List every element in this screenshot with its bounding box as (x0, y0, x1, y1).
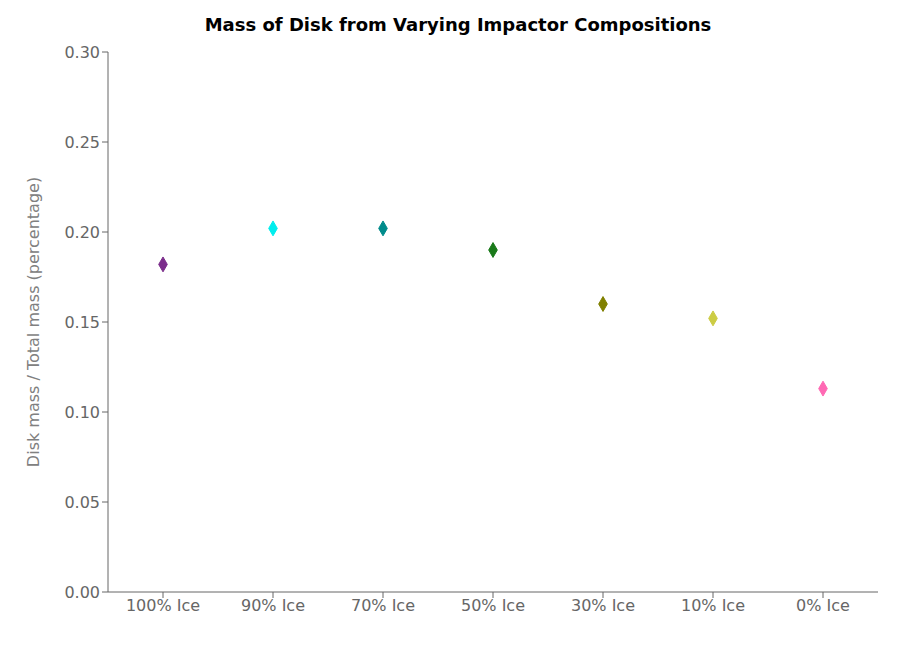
html-text:Mass of Disk from Varying Impa: Mass of Disk from Varying Impactor Compo… (204, 14, 712, 35)
svg-text:100% Ice: 100% Ice (126, 596, 200, 615)
svg-text:0.05: 0.05 (64, 493, 100, 512)
svg-text:0.10: 0.10 (64, 403, 100, 422)
svg-text:0.00: 0.00 (64, 583, 100, 602)
svg-text:90% Ice: 90% Ice (241, 596, 305, 615)
svg-text:0.25: 0.25 (64, 133, 100, 152)
svg-text:0% Ice: 0% Ice (796, 596, 850, 615)
svg-text:50% Ice: 50% Ice (461, 596, 525, 615)
svg-text:Disk mass / Total mass (percen: Disk mass / Total mass (percentage) (24, 177, 43, 467)
svg-text:10% Ice: 10% Ice (681, 596, 745, 615)
svg-text:0.30: 0.30 (64, 43, 100, 62)
svg-text:0.15: 0.15 (64, 313, 100, 332)
svg-text:70% Ice: 70% Ice (351, 596, 415, 615)
svg-text:0.20: 0.20 (64, 223, 100, 242)
svg-text:30% Ice: 30% Ice (571, 596, 635, 615)
